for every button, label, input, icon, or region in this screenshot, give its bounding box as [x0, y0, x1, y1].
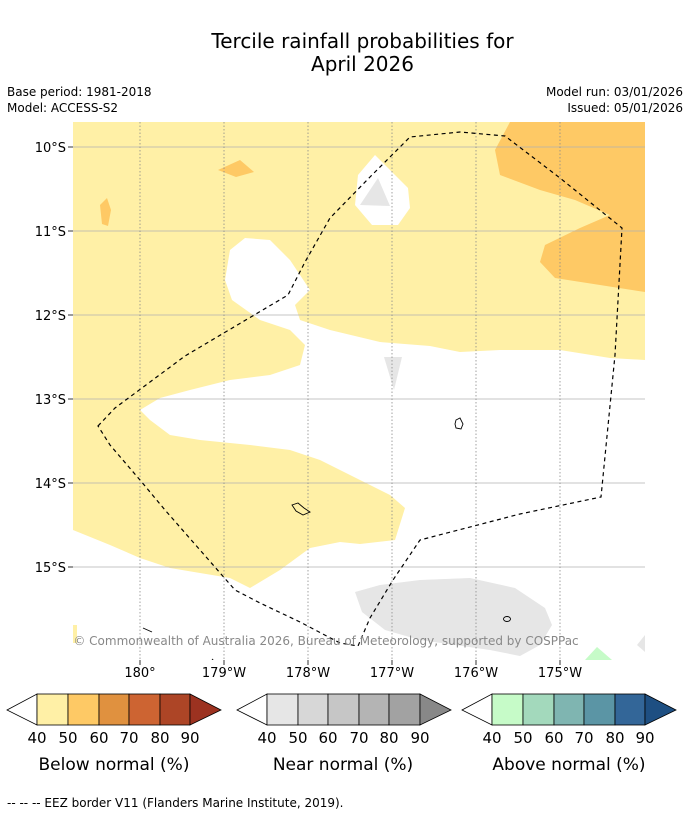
- legend-above-arrow-right: [644, 693, 677, 726]
- legend-near-swatch-50: [297, 693, 329, 726]
- legend-below-arrow-right: [189, 693, 222, 726]
- legend-below-tick: 60: [89, 729, 108, 747]
- model-name: Model: ACCESS-S2: [7, 101, 119, 115]
- lon-label-180: 180°: [124, 666, 155, 681]
- near-40-edge-patch: [637, 635, 645, 652]
- legend-above-tick: 50: [513, 729, 532, 747]
- lat-label-14s: 14°S: [35, 477, 66, 492]
- meta-right: Model run: 03/01/2026 Issued: 05/01/2026: [546, 84, 683, 116]
- island-south: [503, 616, 511, 622]
- near-40-center-patch: [384, 357, 402, 390]
- lon-label-175w: 175°W: [538, 666, 582, 681]
- legend-near-tick: 90: [410, 729, 429, 747]
- base-period: Base period: 1981-2018: [7, 85, 152, 99]
- map-title: Tercile rainfall probabilities for April…: [0, 30, 690, 76]
- title-line-2: April 2026: [311, 52, 414, 76]
- legend-above-swatch-80: [614, 693, 646, 726]
- legend-above-arrow-left: [461, 693, 493, 726]
- legend-above-tick: 90: [635, 729, 654, 747]
- island-southwest: [142, 627, 153, 633]
- legend-below-swatch-50: [67, 693, 100, 726]
- lat-label-11s: 11°S: [35, 225, 66, 240]
- longitude-ticks: [139, 660, 561, 665]
- below-40-left-sliver: [73, 625, 77, 643]
- legend-above-swatch-60: [553, 693, 585, 726]
- legend-above-swatch-50: [522, 693, 555, 726]
- lon-label-177w: 177°W: [370, 666, 414, 681]
- legend-near-arrow-right: [419, 693, 452, 726]
- eez-border: [97, 131, 623, 647]
- legend-near: 40 50 60 70 80 90 Near normal (%): [236, 693, 452, 775]
- below-50-patch-center: [218, 160, 254, 177]
- legend-below-title: Below normal (%): [39, 755, 190, 775]
- legend-below-swatch-40: [36, 693, 69, 726]
- below-50-ne-region: [495, 122, 645, 292]
- lon-label-178w: 178°W: [286, 666, 330, 681]
- legend-below: 40 50 60 70 80 90 Below normal (%): [6, 693, 222, 775]
- legend-near-arrow-left: [236, 693, 268, 726]
- legend-near-tick: 70: [349, 729, 368, 747]
- legend-below-tick: 70: [119, 729, 138, 747]
- lon-label-179w: 179°W: [202, 666, 246, 681]
- legend-above-tick: 70: [574, 729, 593, 747]
- legend-near-tick: 40: [257, 729, 276, 747]
- legend-below-tick: 40: [27, 729, 46, 747]
- legend-near-swatch-80: [388, 693, 421, 726]
- issued-date: Issued: 05/01/2026: [567, 101, 683, 115]
- legend-near-swatch-40: [266, 693, 299, 726]
- below-40-top-region: [73, 122, 645, 588]
- legend-near-swatch-70: [358, 693, 390, 726]
- lat-label-10s: 10°S: [35, 141, 66, 156]
- latitude-gridlines: [73, 146, 645, 568]
- legend-above: 40 50 60 70 80 90 Above normal (%): [461, 693, 677, 775]
- legend-near-tick: 50: [288, 729, 307, 747]
- legend-near-title: Near normal (%): [273, 755, 413, 775]
- legend-below-swatch-60: [98, 693, 130, 726]
- legend-below-tick: 80: [150, 729, 169, 747]
- near-40-south-region: [355, 578, 552, 656]
- legend-below-tick: 50: [58, 729, 77, 747]
- lon-label-176w: 176°W: [454, 666, 498, 681]
- legend-near-swatch-60: [327, 693, 360, 726]
- legend-near-tick: 80: [379, 729, 398, 747]
- legend-below-swatch-70: [128, 693, 161, 726]
- title-line-1: Tercile rainfall probabilities for: [211, 29, 514, 53]
- lat-label-15s: 15°S: [35, 561, 66, 576]
- island-east: [454, 417, 464, 430]
- eez-footnote: -- -- -- EEZ border V11 (Flanders Marine…: [7, 796, 344, 810]
- map-area: [73, 122, 645, 660]
- copyright-notice: © Commonwealth of Australia 2026, Bureau…: [73, 634, 578, 648]
- legend-above-swatch-40: [491, 693, 524, 726]
- model-run: Model run: 03/01/2026: [545, 85, 683, 99]
- legend-below-swatch-80: [159, 693, 191, 726]
- above-40-patch: [585, 647, 612, 660]
- below-50-patch-west: [100, 198, 111, 226]
- meta-left: Base period: 1981-2018 Model: ACCESS-S2: [7, 84, 152, 116]
- near-40-top-patch: [360, 178, 390, 206]
- lat-label-13s: 13°S: [35, 393, 66, 408]
- legend-below-tick: 90: [180, 729, 199, 747]
- legend-above-tick: 40: [482, 729, 501, 747]
- island-small: [211, 658, 214, 660]
- legend-above-title: Above normal (%): [492, 755, 645, 775]
- island-central: [291, 502, 311, 516]
- lat-label-12s: 12°S: [35, 309, 66, 324]
- legend-above-swatch-70: [583, 693, 616, 726]
- longitude-gridlines: [139, 122, 561, 660]
- legend-near-tick: 60: [318, 729, 337, 747]
- latitude-ticks: [68, 146, 73, 568]
- legend-below-arrow-left: [6, 693, 38, 726]
- legend-above-tick: 60: [544, 729, 563, 747]
- legend-above-tick: 80: [605, 729, 624, 747]
